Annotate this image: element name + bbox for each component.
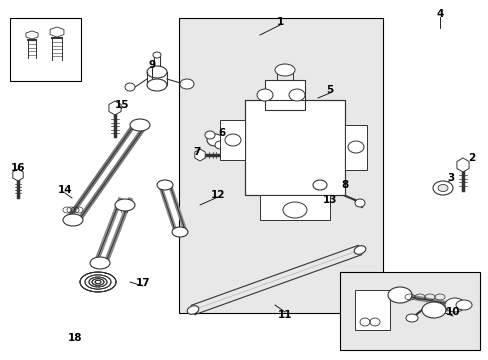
Ellipse shape — [288, 89, 305, 101]
Text: 12: 12 — [210, 190, 225, 200]
Ellipse shape — [283, 202, 306, 218]
Ellipse shape — [206, 134, 223, 146]
Ellipse shape — [125, 83, 135, 91]
Ellipse shape — [354, 199, 364, 207]
Polygon shape — [50, 27, 64, 37]
Polygon shape — [264, 80, 305, 110]
Text: 17: 17 — [135, 278, 150, 288]
Text: 15: 15 — [115, 100, 129, 110]
Ellipse shape — [147, 79, 167, 91]
Polygon shape — [26, 31, 38, 39]
Ellipse shape — [387, 287, 411, 303]
Text: 8: 8 — [341, 180, 348, 190]
Text: 9: 9 — [148, 60, 155, 70]
Ellipse shape — [421, 302, 445, 318]
Text: 16: 16 — [11, 163, 25, 173]
Text: 7: 7 — [193, 147, 200, 157]
Text: 3: 3 — [447, 173, 454, 183]
Ellipse shape — [312, 180, 326, 190]
Text: 11: 11 — [277, 310, 292, 320]
Ellipse shape — [63, 214, 83, 226]
Polygon shape — [354, 290, 389, 330]
Bar — [179, 18, 382, 313]
Ellipse shape — [437, 185, 447, 192]
Ellipse shape — [80, 272, 116, 292]
Ellipse shape — [153, 52, 161, 58]
Text: 5: 5 — [325, 85, 333, 95]
Bar — [10, 18, 81, 81]
Polygon shape — [13, 169, 23, 181]
Text: 13: 13 — [322, 195, 337, 205]
Ellipse shape — [157, 180, 173, 190]
Ellipse shape — [187, 306, 199, 314]
Polygon shape — [220, 120, 244, 160]
Text: 10: 10 — [445, 307, 459, 317]
Ellipse shape — [347, 141, 363, 153]
Text: 18: 18 — [68, 333, 82, 343]
Text: 4: 4 — [435, 9, 443, 19]
Ellipse shape — [405, 314, 417, 322]
Polygon shape — [194, 149, 205, 161]
Text: 1: 1 — [276, 17, 283, 27]
Bar — [339, 272, 479, 350]
Ellipse shape — [224, 134, 241, 146]
Polygon shape — [456, 158, 468, 172]
Ellipse shape — [444, 298, 464, 312]
Ellipse shape — [274, 64, 294, 76]
Polygon shape — [244, 100, 345, 195]
Ellipse shape — [455, 300, 471, 310]
Ellipse shape — [257, 89, 272, 101]
Ellipse shape — [353, 246, 365, 254]
Text: 6: 6 — [218, 128, 225, 138]
Ellipse shape — [172, 227, 187, 237]
Polygon shape — [109, 101, 121, 115]
Ellipse shape — [180, 79, 194, 89]
Text: 14: 14 — [58, 185, 72, 195]
Polygon shape — [345, 125, 366, 170]
Polygon shape — [260, 195, 329, 220]
Ellipse shape — [130, 119, 150, 131]
Ellipse shape — [90, 257, 110, 269]
Ellipse shape — [432, 181, 452, 195]
Ellipse shape — [115, 199, 135, 211]
Ellipse shape — [215, 141, 224, 149]
Ellipse shape — [204, 131, 215, 139]
Text: 2: 2 — [468, 153, 475, 163]
